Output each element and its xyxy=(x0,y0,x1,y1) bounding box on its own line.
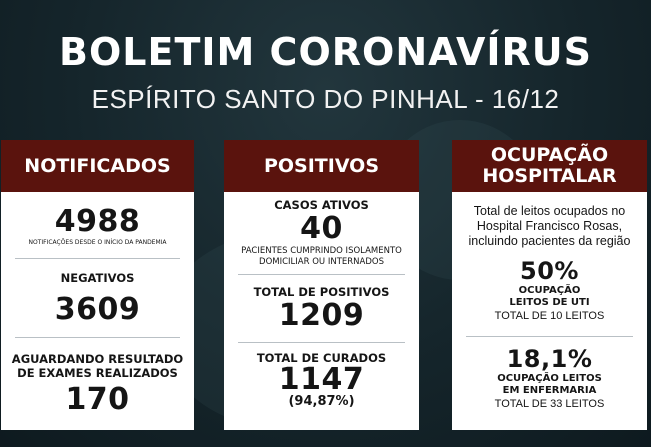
enfermaria-label: EM ENFERMARIA xyxy=(502,385,597,396)
ativos-note: PACIENTES CUMPRINDO ISOLAMENTO xyxy=(241,246,402,256)
total-positivos-label: TOTAL DE POSITIVOS xyxy=(253,285,390,299)
ativos-label: CASOS ATIVOS xyxy=(274,198,369,212)
enfermaria-label: OCUPAÇÃO LEITOS xyxy=(497,373,602,384)
curados-percent: (94,87%) xyxy=(288,394,355,409)
aguardando-value: 170 xyxy=(65,382,130,417)
heading-line: OCUPAÇÃO xyxy=(490,144,609,166)
aguardando-label: DE EXAMES REALIZADOS xyxy=(17,366,178,380)
heading-line: HOSPITALAR xyxy=(482,165,617,187)
card-heading: OCUPAÇÃO HOSPITALAR xyxy=(452,140,647,192)
notificados-total: 4988 xyxy=(54,204,141,239)
enfermaria-total: TOTAL DE 33 LEITOS xyxy=(494,398,605,410)
uti-total: TOTAL DE 10 LEITOS xyxy=(494,310,605,322)
ocupacao-description: incluindo pacientes da região xyxy=(468,234,631,248)
divider xyxy=(238,274,405,275)
negativos-label: NEGATIVOS xyxy=(60,271,135,285)
curados-label: TOTAL DE CURADOS xyxy=(256,351,387,365)
uti-label: LEITOS DE UTI xyxy=(509,297,590,308)
uti-percent: 50% xyxy=(520,257,579,285)
enfermaria-percent: 18,1% xyxy=(506,345,593,373)
negativos-value: 3609 xyxy=(54,292,141,327)
aguardando-label: AGUARDANDO RESULTADO xyxy=(11,352,184,366)
divider xyxy=(15,258,180,259)
card-ocupacao-hospitalar: OCUPAÇÃO HOSPITALAR Total de leitos ocupa… xyxy=(452,140,647,430)
page-title: BOLETIM CORONAVÍRUS xyxy=(59,30,592,74)
divider xyxy=(15,337,180,338)
divider xyxy=(238,342,405,343)
ativos-value: 40 xyxy=(300,211,343,246)
ocupacao-description: Hospital Francisco Rosas, xyxy=(476,219,623,233)
notificados-note: NOTIFICAÇÕES DESDE O INÍCIO DA PANDEMIA xyxy=(28,239,167,246)
card-positivos: POSITIVOS CASOS ATIVOS 40 PACIENTES CUMP… xyxy=(224,140,419,430)
page-subtitle: ESPÍRITO SANTO DO PINHAL - 16/12 xyxy=(91,84,560,114)
uti-label: OCUPAÇÃO xyxy=(518,285,581,296)
curados-value: 1147 xyxy=(278,362,365,397)
divider xyxy=(466,336,633,337)
ativos-note: DOMICILIAR OU INTERNADOS xyxy=(259,257,384,267)
card-heading: NOTIFICADOS xyxy=(1,140,194,192)
card-heading: POSITIVOS xyxy=(224,140,419,192)
ocupacao-description: Total de leitos ocupados no xyxy=(473,204,626,218)
card-notificados: NOTIFICADOS 4988 NOTIFICAÇÕES DESDE O IN… xyxy=(1,140,194,430)
total-positivos-value: 1209 xyxy=(278,298,365,333)
